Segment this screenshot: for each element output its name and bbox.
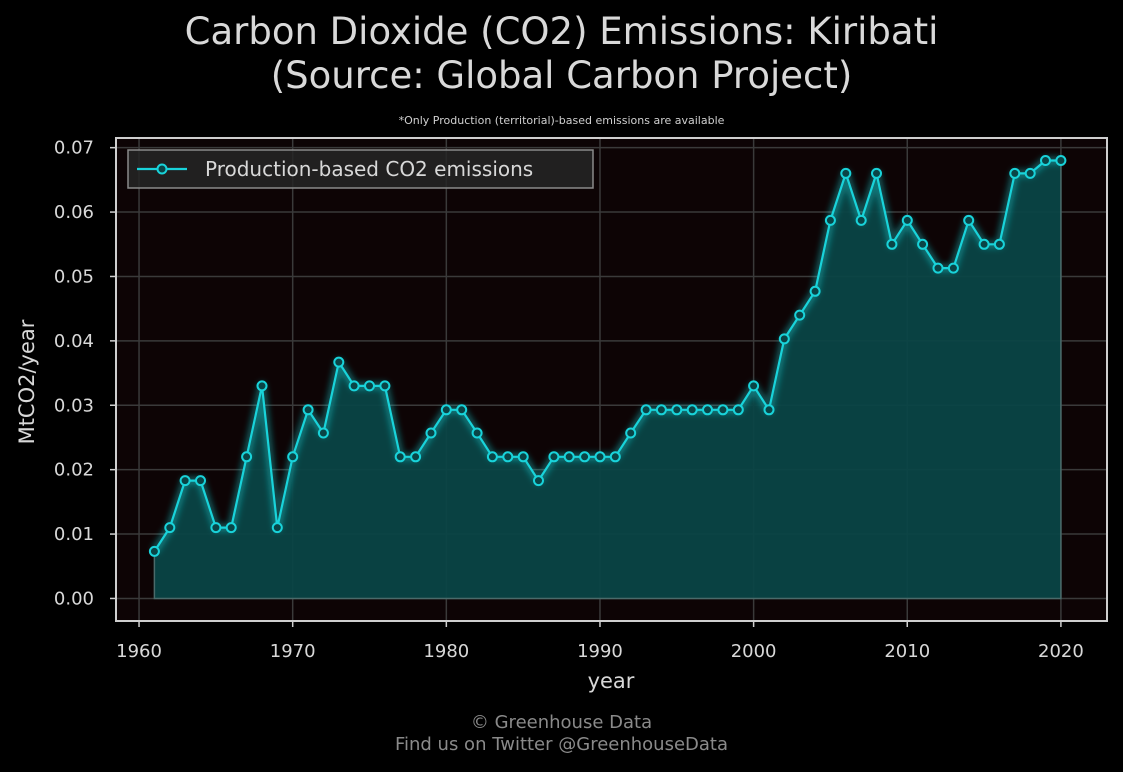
- y-axis-label: MtCO2/year: [15, 319, 39, 444]
- data-point: [748, 380, 760, 392]
- data-point: [456, 404, 468, 416]
- x-tick-label: 2000: [731, 641, 777, 662]
- data-point: [225, 522, 237, 534]
- chart-area: 1960 1970 1980 1990 2000 2010 2020 0.00 0.01 0.02…: [15, 137, 1108, 693]
- data-point: [148, 545, 160, 557]
- data-point: [963, 214, 975, 226]
- data-point: [778, 333, 790, 345]
- data-point: [533, 475, 544, 487]
- y-tick-label: 0.07: [54, 138, 94, 159]
- y-tick-label: 0.02: [54, 460, 94, 481]
- y-tick-label: 0.05: [54, 266, 94, 287]
- data-point: [824, 214, 836, 226]
- data-point: [1040, 155, 1051, 166]
- data-point: [302, 404, 314, 416]
- data-point: [594, 451, 606, 463]
- data-point: [425, 427, 437, 439]
- y-tick-label: 0.06: [54, 202, 94, 223]
- data-point: [271, 522, 283, 534]
- chart-title: Carbon Dioxide (CO2) Emissions: Kiribati…: [0, 10, 1123, 98]
- footer: © Greenhouse Data Find us on Twitter @Gr…: [0, 712, 1123, 756]
- data-point: [625, 427, 637, 439]
- x-tick-label: 1970: [270, 641, 316, 662]
- y-tick-label: 0.03: [54, 395, 94, 416]
- data-point: [993, 238, 1005, 250]
- data-point: [655, 404, 667, 416]
- data-point: [517, 451, 529, 463]
- title-line-1: Carbon Dioxide (CO2) Emissions: Kiribati: [184, 10, 939, 53]
- data-point: [548, 451, 560, 463]
- data-point: [947, 262, 959, 274]
- data-point: [241, 451, 253, 463]
- twitter-link: Find us on Twitter @GreenhouseData: [394, 734, 729, 755]
- data-point: [502, 451, 514, 463]
- data-point: [732, 404, 744, 416]
- data-point: [794, 309, 806, 321]
- data-point: [164, 522, 176, 534]
- data-point: [763, 404, 775, 416]
- data-point: [471, 427, 483, 439]
- data-point: [855, 214, 867, 226]
- y-tick-label: 0.00: [54, 588, 94, 609]
- data-point: [210, 522, 222, 534]
- data-point: [702, 404, 713, 416]
- data-point: [901, 214, 913, 226]
- data-point: [609, 451, 621, 463]
- data-point: [717, 404, 729, 416]
- data-point: [256, 380, 268, 392]
- data-point: [686, 404, 698, 416]
- copyright-text: © Greenhouse Data: [470, 712, 653, 733]
- data-point: [886, 238, 898, 250]
- data-point: [809, 285, 821, 297]
- data-point: [640, 404, 652, 416]
- data-point: [440, 404, 452, 416]
- x-axis-label: year: [588, 669, 635, 693]
- data-point: [932, 262, 944, 274]
- data-point: [1055, 155, 1067, 166]
- ticks: 1960 1970 1980 1990 2000 2010 2020 0.00 0.01 0.02…: [54, 138, 1084, 662]
- y-tick-label: 0.04: [54, 331, 94, 352]
- legend-marker-icon: [156, 163, 168, 175]
- x-tick-label: 2010: [884, 641, 930, 662]
- data-point: [486, 451, 498, 463]
- data-point: [1009, 167, 1021, 179]
- x-tick-label: 1960: [116, 641, 162, 662]
- x-tick-label: 1990: [577, 641, 623, 662]
- data-point: [195, 475, 206, 487]
- data-point: [917, 238, 929, 250]
- data-point: [364, 380, 375, 392]
- data-point: [394, 451, 406, 463]
- data-point: [871, 167, 882, 179]
- data-point: [840, 167, 852, 179]
- x-tick-label: 1980: [423, 641, 469, 662]
- data-point: [317, 427, 329, 439]
- data-point: [563, 451, 575, 463]
- data-point: [1024, 167, 1036, 179]
- data-point: [978, 238, 990, 250]
- data-point: [579, 451, 591, 463]
- title-line-2: (Source: Global Carbon Project): [270, 54, 853, 97]
- chart-subtitle: *Only Production (territorial)-based emi…: [398, 114, 725, 127]
- data-point: [287, 451, 299, 463]
- data-point: [671, 404, 683, 416]
- data-point: [379, 380, 391, 392]
- y-tick-label: 0.01: [54, 524, 94, 545]
- data-point: [179, 475, 191, 487]
- data-point: [348, 380, 360, 392]
- x-tick-label: 2020: [1038, 641, 1084, 662]
- legend-label: Production-based CO2 emissions: [205, 157, 533, 181]
- legend-box: [127, 149, 594, 189]
- legend: Production-based CO2 emissions: [127, 149, 594, 189]
- plot-frame: [115, 137, 1108, 622]
- data-point: [333, 356, 345, 368]
- data-layer: [148, 155, 1067, 600]
- data-point: [410, 451, 422, 463]
